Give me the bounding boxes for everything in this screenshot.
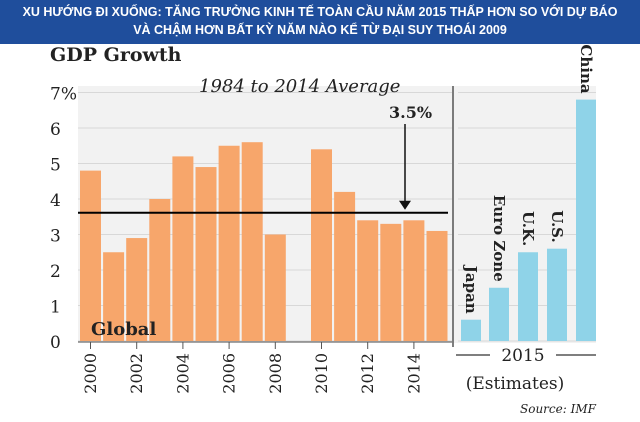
bar-global-2005 xyxy=(195,167,217,341)
source-note: Source: IMF xyxy=(520,402,597,416)
estimate-category-label: U.S. xyxy=(548,210,566,242)
bar-global-2000 xyxy=(80,170,101,341)
estimate-category-label: Japan xyxy=(462,264,480,314)
bar-estimate-japan xyxy=(461,319,481,341)
x-tick-label: 2000 xyxy=(81,353,100,394)
annotations: 2000 2002 2004 2006 2008 2010 2012 2014 xyxy=(78,86,596,394)
x-tick-label: 2002 xyxy=(127,353,146,394)
y-tick-label: 1 xyxy=(50,298,61,318)
estimates-year-label: 2015 xyxy=(501,346,544,366)
bar-global-2003 xyxy=(149,199,171,341)
y-tick-label: 5 xyxy=(50,156,61,176)
x-tick-label: 2008 xyxy=(266,353,285,394)
y-tick-label: 6 xyxy=(50,120,61,140)
y-tick-label: 3 xyxy=(50,227,61,247)
bar-global-2010 xyxy=(311,149,332,341)
y-tick-label: 4 xyxy=(50,191,61,211)
global-series-label: Global xyxy=(91,319,156,340)
bar-estimate-u-s- xyxy=(547,248,567,341)
banner-line-2: VÀ CHẬM HƠN BẤT KỲ NĂM NÀO KỂ TỪ ĐẠI SUY… xyxy=(133,23,507,37)
bar-global-2002 xyxy=(126,238,148,341)
bar-estimate-euro-zone xyxy=(489,287,509,341)
average-arrow-head xyxy=(399,200,411,210)
bar-estimate-u-k- xyxy=(518,252,538,341)
bar-global-2013 xyxy=(380,223,402,341)
x-tick-label: 2012 xyxy=(358,353,377,394)
estimate-category-label: China xyxy=(577,44,595,93)
y-tick-label: 7% xyxy=(50,85,77,105)
gdp-growth-chart: 0 1 2 3 4 5 6 7% Japan Euro Zone U.K. U.S. China 20… xyxy=(0,44,640,422)
bar-global-2007 xyxy=(241,142,263,341)
estimate-category-label: Euro Zone xyxy=(490,195,508,282)
bars: Japan Euro Zone U.K. U.S. China xyxy=(80,44,596,341)
bar-estimate-china xyxy=(576,99,596,341)
x-tick-label: 2006 xyxy=(220,353,239,394)
estimates-caption: (Estimates) xyxy=(466,374,565,394)
banner-line-1: XU HƯỚNG ĐI XUỐNG: TĂNG TRƯỞNG KINH TẾ T… xyxy=(22,5,618,19)
bar-global-2012 xyxy=(357,220,379,341)
estimate-category-label: U.K. xyxy=(519,211,537,246)
bar-global-2004 xyxy=(172,156,194,341)
average-value-label: 3.5% xyxy=(389,103,432,122)
bar-global-2006 xyxy=(218,145,240,341)
x-tick-label: 2004 xyxy=(173,353,192,394)
y-tick-label: 0 xyxy=(50,333,61,353)
y-axis-labels: 0 1 2 3 4 5 6 7% xyxy=(50,85,77,354)
chart-title: GDP Growth xyxy=(50,44,182,66)
header-banner: XU HƯỚNG ĐI XUỐNG: TĂNG TRƯỞNG KINH TẾ T… xyxy=(0,0,640,44)
x-tick-label: 2014 xyxy=(404,353,423,394)
bar-global-2015 xyxy=(426,230,448,341)
average-annotation: 1984 to 2014 Average xyxy=(199,76,400,97)
bar-global-2008 xyxy=(264,234,286,341)
bar-global-2014 xyxy=(403,220,425,341)
y-tick-label: 2 xyxy=(50,262,61,282)
x-tick-label: 2010 xyxy=(312,353,331,394)
bar-global-2011 xyxy=(334,191,356,341)
bar-global-2001 xyxy=(103,252,125,341)
